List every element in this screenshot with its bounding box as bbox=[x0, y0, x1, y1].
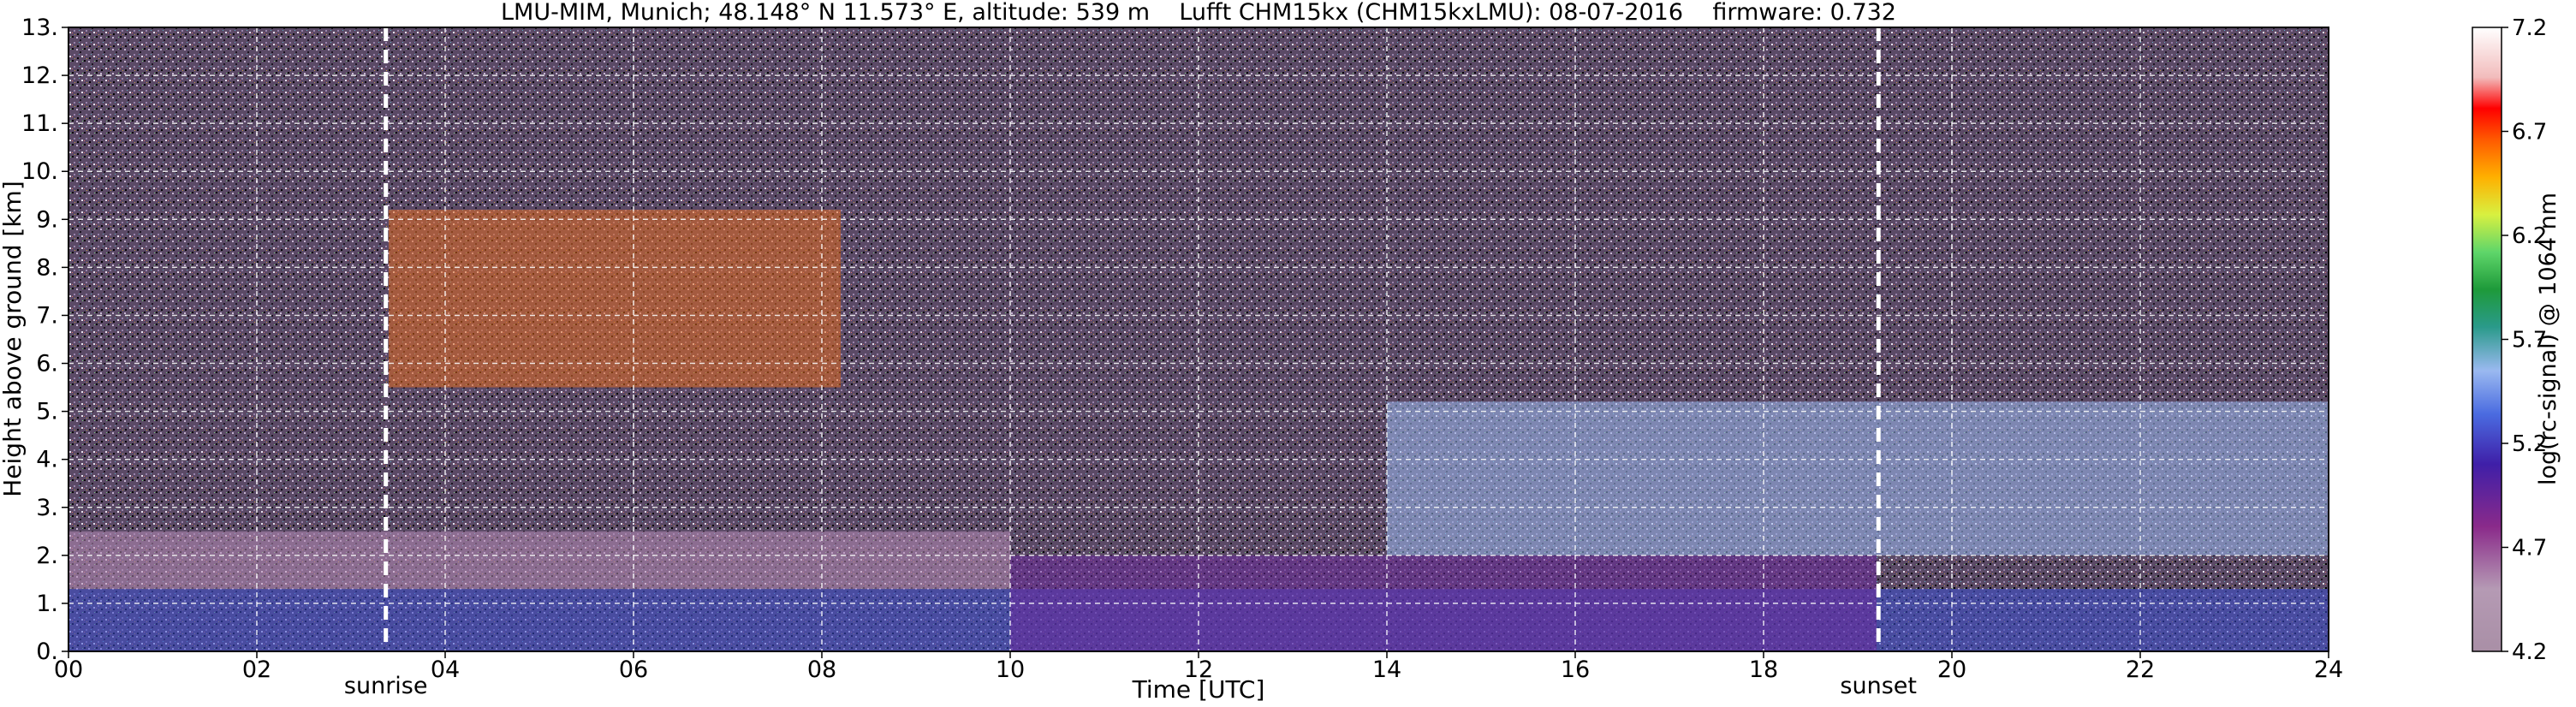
y-tick-label: 2. bbox=[36, 543, 58, 569]
colorbar-tick-label: 6.7 bbox=[2512, 120, 2547, 146]
colorbar-tick-label: 5.7 bbox=[2512, 328, 2547, 354]
y-tick-label: 8. bbox=[36, 254, 58, 281]
y-axis-label: Height above ground [km] bbox=[0, 181, 27, 497]
colorbar-tick-label: 7.2 bbox=[2512, 15, 2547, 41]
x-tick-label: 16 bbox=[1561, 656, 1590, 683]
x-tick-label: 24 bbox=[2314, 656, 2343, 683]
colorbar-tick-label: 5.2 bbox=[2512, 431, 2547, 457]
colorbar-tick-label: 6.2 bbox=[2512, 223, 2547, 249]
x-tick-label: 12 bbox=[1184, 656, 1213, 683]
y-tick-label: 3. bbox=[36, 495, 58, 521]
feature-residual-layer bbox=[68, 531, 1010, 590]
gridlines bbox=[68, 27, 2329, 651]
y-tick-label: 5. bbox=[36, 399, 58, 425]
plot-area: sunrise sunset bbox=[68, 27, 2329, 699]
y-tick-label: 13. bbox=[21, 15, 58, 41]
x-tick-label: 14 bbox=[1372, 656, 1401, 683]
feature-cirrus-band bbox=[389, 210, 841, 388]
x-axis-ticks: 00 02 04 06 08 10 12 14 16 18 20 22 24 bbox=[54, 651, 2343, 683]
colorbar-ticks: 4.2 4.7 5.2 5.7 6.2 6.7 7.2 bbox=[2502, 15, 2547, 665]
signal-features bbox=[68, 210, 2329, 651]
y-tick-label: 6. bbox=[36, 351, 58, 377]
y-tick-label: 4. bbox=[36, 447, 58, 473]
y-tick-label: 9. bbox=[36, 206, 58, 233]
x-tick-label: 04 bbox=[431, 656, 460, 683]
y-tick-label: 11. bbox=[21, 110, 58, 137]
x-tick-label: 22 bbox=[2126, 656, 2155, 683]
colorbar-scale bbox=[2472, 27, 2502, 652]
event-lines: sunrise sunset bbox=[344, 27, 1917, 699]
y-tick-label: 0. bbox=[36, 639, 58, 665]
y-tick-label: 7. bbox=[36, 302, 58, 329]
feature-mid-level-clouds bbox=[1387, 401, 2329, 556]
y-tick-label: 1. bbox=[36, 591, 58, 617]
colorbar-tick-label: 4.7 bbox=[2512, 536, 2547, 561]
y-tick-label: 10. bbox=[21, 158, 58, 185]
y-axis-ticks: 0. 1. 2. 3. 4. 5. 6. 7. 8. 9. 10. 11. 12. 13. bbox=[21, 15, 68, 665]
y-tick-label: 12. bbox=[21, 62, 58, 89]
x-axis-label: Time [UTC] bbox=[1132, 675, 1265, 704]
x-tick-label: 10 bbox=[996, 656, 1025, 683]
colorbar: 4.2 4.7 5.2 5.7 6.2 6.7 7.2 log(rc-signal) @ 1… bbox=[2472, 15, 2561, 665]
colorbar-tick-label: 4.2 bbox=[2512, 639, 2547, 665]
sunset-label: sunset bbox=[1840, 673, 1917, 699]
x-tick-label: 18 bbox=[1749, 656, 1778, 683]
colorbar-label: log(rc-signal) @ 1064 nm bbox=[2535, 193, 2561, 485]
x-tick-label: 02 bbox=[242, 656, 271, 683]
chart-title: LMU-MIM, Munich; 48.148° N 11.573° E, al… bbox=[501, 0, 1896, 26]
x-tick-label: 20 bbox=[1937, 656, 1966, 683]
x-tick-label: 08 bbox=[807, 656, 836, 683]
x-tick-label: 00 bbox=[54, 656, 83, 683]
sunrise-label: sunrise bbox=[344, 673, 428, 699]
x-tick-label: 06 bbox=[619, 656, 648, 683]
